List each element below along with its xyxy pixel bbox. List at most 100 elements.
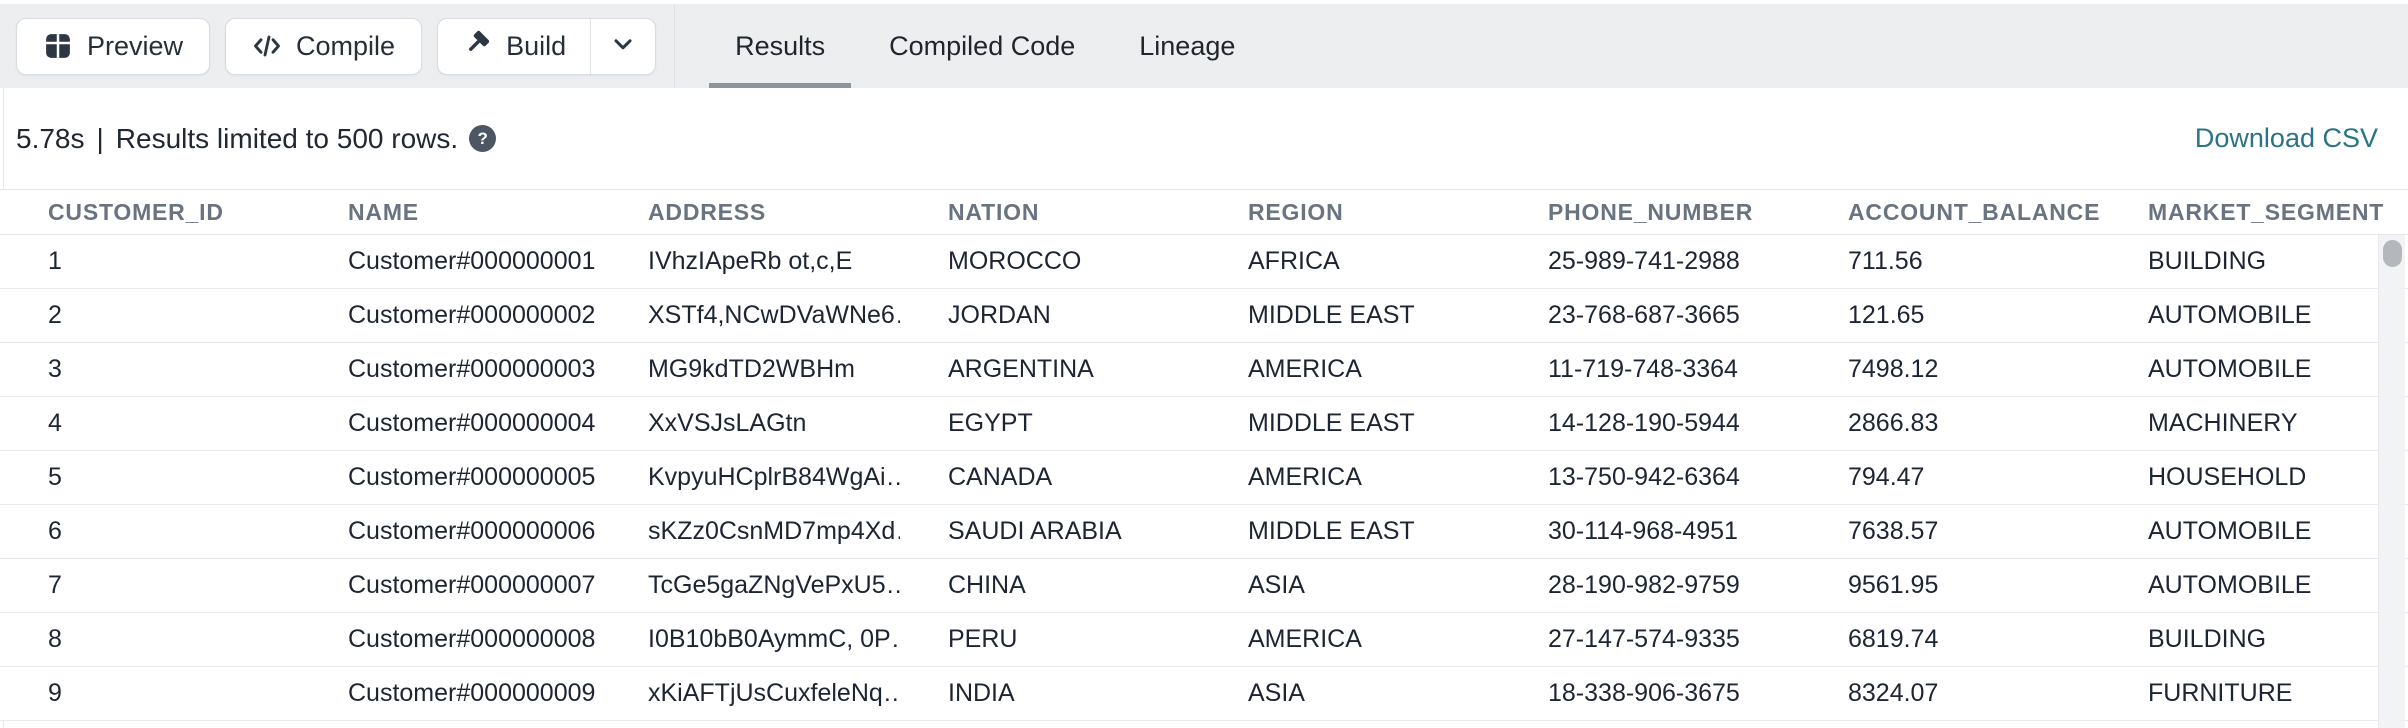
cell-nation: EGYPT — [900, 396, 1200, 451]
cell-customer-id: 5 — [0, 450, 300, 505]
code-brackets-icon — [252, 31, 282, 61]
query-duration: 5.78s — [16, 122, 85, 154]
cell-account-balance: 6819.74 — [1800, 612, 2100, 667]
cell-phone-number: 18-338-906-3675 — [1500, 666, 1800, 721]
build-button-label: Build — [506, 30, 567, 61]
cell-address: xKiAFTjUsCuxfeleNq… — [600, 666, 900, 721]
build-split-button: Build — [437, 17, 657, 75]
result-tabs: Results Compiled Code Lineage — [703, 4, 1267, 88]
column-header: NAME — [300, 189, 600, 235]
cell-nation: MOROCCO — [900, 234, 1200, 289]
tab-results[interactable]: Results — [703, 4, 857, 88]
cell-region: AMERICA — [1200, 612, 1500, 667]
column-header: ACCOUNT_BALANCE — [1800, 189, 2100, 235]
cell-account-balance: 121.65 — [1800, 288, 2100, 343]
cell-name: Customer#000000009 — [300, 666, 600, 721]
cell-account-balance: 8324.07 — [1800, 666, 2100, 721]
cell-customer-id: 4 — [0, 396, 300, 451]
column-header: REGION — [1200, 189, 1500, 235]
table-row: 4 Customer#000000004 XxVSJsLAGtn EGYPT M… — [0, 396, 2408, 451]
table-row: 9 Customer#000000009 xKiAFTjUsCuxfeleNq…… — [0, 666, 2408, 721]
cell-region: MIDDLE EAST — [1200, 504, 1500, 559]
cell-name: Customer#000000006 — [300, 504, 600, 559]
tab-compiled-code-label: Compiled Code — [889, 30, 1076, 61]
table-row: 5 Customer#000000005 KvpyuHCplrB84WgAi… … — [0, 450, 2408, 505]
table-row: 8 Customer#000000008 I0B10bB0AymmC, 0P… … — [0, 612, 2408, 667]
cell-address: XSTf4,NCwDVaWNe6… — [600, 288, 900, 343]
cell-nation: SAUDI ARABIA — [900, 504, 1200, 559]
compile-button[interactable]: Compile — [225, 17, 423, 75]
cell-phone-number: 28-190-982-9759 — [1500, 558, 1800, 613]
question-circle-icon[interactable]: ? — [469, 125, 497, 152]
hammer-icon — [462, 28, 492, 65]
build-button[interactable]: Build — [438, 19, 590, 74]
table-row: 2 Customer#000000002 XSTf4,NCwDVaWNe6… J… — [0, 288, 2408, 343]
cell-address: IVhzIApeRb ot,c,E — [600, 234, 900, 289]
cell-account-balance: 7638.57 — [1800, 504, 2100, 559]
cell-region: AFRICA — [1200, 234, 1500, 289]
scrollbar-thumb[interactable] — [2382, 240, 2402, 267]
cell-address: MG9kdTD2WBHm — [600, 342, 900, 397]
cell-customer-id: 3 — [0, 342, 300, 397]
column-header: NATION — [900, 189, 1200, 235]
status-row: 5.78s | Results limited to 500 rows. ? D… — [0, 88, 2408, 189]
cell-market-segment: HOUSEHOLD — [2100, 450, 2408, 505]
cell-name: Customer#000000008 — [300, 612, 600, 667]
cell-phone-number: 11-719-748-3364 — [1500, 342, 1800, 397]
cell-address: sKZz0CsnMD7mp4Xd… — [600, 504, 900, 559]
cell-phone-number: 13-750-942-6364 — [1500, 450, 1800, 505]
tab-lineage-label: Lineage — [1139, 30, 1236, 61]
build-split-divider — [590, 18, 592, 74]
tab-lineage[interactable]: Lineage — [1107, 4, 1267, 88]
preview-button-label: Preview — [87, 30, 184, 61]
cell-customer-id: 7 — [0, 558, 300, 613]
cell-phone-number: 23-768-687-3665 — [1500, 288, 1800, 343]
results-panel: 5.78s | Results limited to 500 rows. ? D… — [0, 88, 2408, 728]
cell-address: KvpyuHCplrB84WgAi… — [600, 450, 900, 505]
download-csv-link[interactable]: Download CSV — [2194, 123, 2378, 153]
cell-region: ASIA — [1200, 558, 1500, 613]
cell-phone-number: 14-128-190-5944 — [1500, 396, 1800, 451]
cell-nation: CANADA — [900, 450, 1200, 505]
cell-customer-id: 2 — [0, 288, 300, 343]
results-table-wrap: CUSTOMER_ID NAME ADDRESS NATION REGION PHONE_… — [0, 189, 2408, 728]
cell-name: Customer#000000001 — [300, 234, 600, 289]
cell-name: Customer#000000005 — [300, 450, 600, 505]
cell-address: TcGe5gaZNgVePxU5… — [600, 558, 900, 613]
cell-region: AMERICA — [1200, 450, 1500, 505]
vertical-scrollbar[interactable] — [2378, 235, 2405, 728]
cell-nation: ARGENTINA — [900, 342, 1200, 397]
top-strip — [0, 0, 2408, 4]
cell-region: MIDDLE EAST — [1200, 396, 1500, 451]
cell-market-segment: AUTOMOBILE — [2100, 288, 2408, 343]
table-row: 7 Customer#000000007 TcGe5gaZNgVePxU5… C… — [0, 558, 2408, 613]
cell-market-segment: FURNITURE — [2100, 666, 2408, 721]
cell-name: Customer#000000002 — [300, 288, 600, 343]
cell-customer-id: 6 — [0, 504, 300, 559]
tab-compiled-code[interactable]: Compiled Code — [857, 4, 1107, 88]
table-row: 6 Customer#000000006 sKZz0CsnMD7mp4Xd… S… — [0, 504, 2408, 559]
results-table-body: 1 Customer#000000001 IVhzIApeRb ot,c,E M… — [0, 234, 2408, 721]
cell-name: Customer#000000004 — [300, 396, 600, 451]
cell-name: Customer#000000003 — [300, 342, 600, 397]
cell-account-balance: 794.47 — [1800, 450, 2100, 505]
cell-nation: JORDAN — [900, 288, 1200, 343]
cell-nation: INDIA — [900, 666, 1200, 721]
cell-phone-number: 30-114-968-4951 — [1500, 504, 1800, 559]
cell-account-balance: 2866.83 — [1800, 396, 2100, 451]
toolbar-divider — [674, 4, 676, 88]
toolbar: Preview Compile Build Res — [0, 4, 2408, 88]
cell-name: Customer#000000007 — [300, 558, 600, 613]
cell-account-balance: 9561.95 — [1800, 558, 2100, 613]
header-row: CUSTOMER_ID NAME ADDRESS NATION REGION PHONE_… — [0, 189, 2408, 235]
results-table-header: CUSTOMER_ID NAME ADDRESS NATION REGION PHONE_… — [0, 189, 2408, 235]
cell-region: ASIA — [1200, 666, 1500, 721]
cell-market-segment: BUILDING — [2100, 234, 2408, 289]
cell-phone-number: 27-147-574-9335 — [1500, 612, 1800, 667]
preview-button[interactable]: Preview — [16, 17, 211, 75]
build-menu-button[interactable] — [591, 19, 655, 74]
chevron-down-icon — [609, 30, 637, 63]
cell-customer-id: 9 — [0, 666, 300, 721]
cell-market-segment: AUTOMOBILE — [2100, 558, 2408, 613]
column-header: MARKET_SEGMENT — [2100, 189, 2408, 235]
